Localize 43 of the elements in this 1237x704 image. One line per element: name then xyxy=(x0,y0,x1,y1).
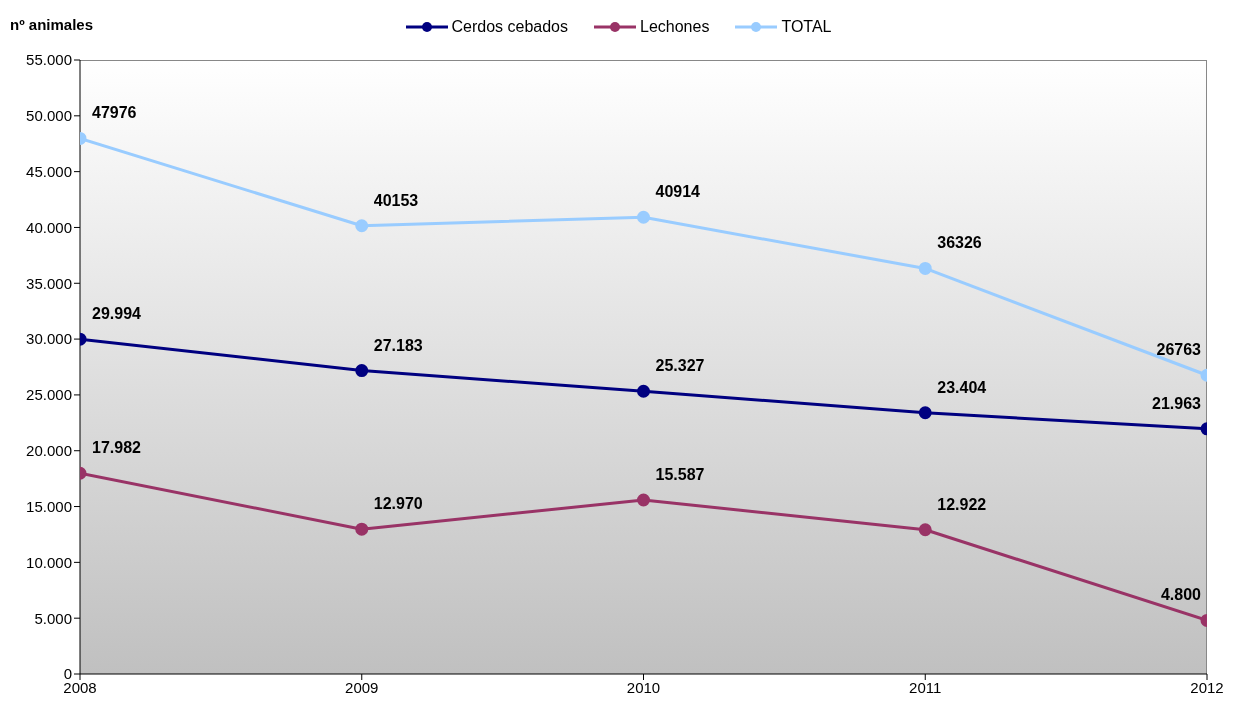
data-label: 25.327 xyxy=(655,357,705,375)
data-label: 36326 xyxy=(937,234,982,252)
x-tick-label: 2011 xyxy=(909,678,942,696)
point xyxy=(918,406,932,420)
data-label: 40914 xyxy=(655,183,701,201)
point xyxy=(637,210,650,224)
x-tick-label: 2010 xyxy=(626,678,661,696)
y-tick-label: 10.000 xyxy=(26,553,72,571)
x-tick-label: 2009 xyxy=(345,678,379,696)
legend-label: Cerdos cebados xyxy=(451,18,569,36)
data-label: 15.587 xyxy=(655,465,705,483)
y-tick-label: 50.000 xyxy=(26,107,72,125)
point xyxy=(918,523,932,537)
y-tick-label: 15.000 xyxy=(26,497,72,515)
legend-label: TOTAL xyxy=(781,18,832,36)
y-tick-label: 35.000 xyxy=(26,274,72,292)
point xyxy=(918,261,932,275)
data-label: 26763 xyxy=(1156,341,1202,359)
y-tick-label: 25.000 xyxy=(26,386,72,404)
data-label: 29.994 xyxy=(92,305,142,323)
point xyxy=(355,219,369,233)
data-label: 12.970 xyxy=(373,495,423,513)
data-label: 21.963 xyxy=(1152,394,1202,412)
y-tick-label: 30.000 xyxy=(26,330,72,348)
x-tick-label: 2012 xyxy=(1190,678,1224,696)
point xyxy=(637,493,650,507)
data-label: 4.800 xyxy=(1160,586,1202,604)
data-label: 47976 xyxy=(92,104,137,122)
point xyxy=(355,364,369,378)
point xyxy=(637,384,650,398)
data-label: 23.404 xyxy=(937,378,987,396)
y-tick-label: 40.000 xyxy=(26,218,72,236)
data-label: 17.982 xyxy=(92,439,142,457)
y-axis-title: nº animales xyxy=(10,16,94,33)
y-tick-label: 45.000 xyxy=(26,162,72,180)
point xyxy=(355,522,369,536)
y-tick-label: 20.000 xyxy=(26,442,72,460)
y-tick-label: 5.000 xyxy=(34,609,72,627)
y-tick-label: 55.000 xyxy=(26,51,72,69)
data-label: 27.183 xyxy=(373,336,423,354)
legend-label: Lechones xyxy=(640,18,710,36)
data-label: 12.922 xyxy=(937,495,987,513)
data-label: 40153 xyxy=(373,191,419,209)
